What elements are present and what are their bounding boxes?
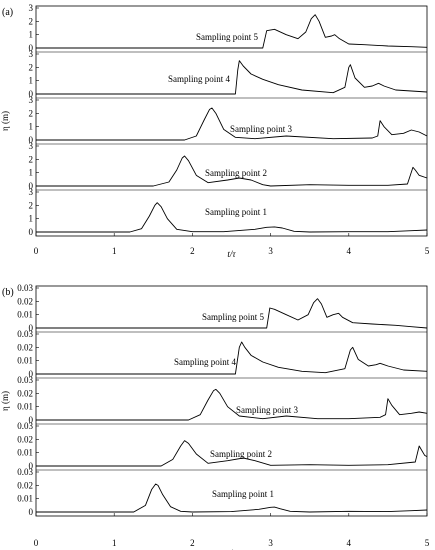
x-tick-label: 4 [347, 246, 352, 256]
y-axis-title: η (m) [0, 111, 10, 131]
y-tick-label: 1 [29, 122, 34, 132]
x-tick-label: 5 [425, 246, 430, 256]
y-tick-label: 1 [29, 214, 34, 224]
y-tick-label: 2 [29, 108, 34, 118]
y-tick-label: 0 [29, 227, 34, 237]
y-tick-label: 0 [29, 181, 34, 191]
y-tick-label: 0 [29, 369, 34, 379]
panel-label: (a) [2, 7, 13, 18]
series-label: Sampling point 5 [196, 32, 259, 42]
series-label: Sampling point 4 [168, 74, 231, 84]
panel-label: (b) [2, 287, 14, 298]
y-tick-label: 0.01 [17, 310, 33, 320]
series-label: Sampling point 3 [236, 405, 299, 415]
series-label: Sampling point 2 [210, 449, 272, 459]
y-tick-label: 3 [29, 49, 34, 59]
x-tick-label: 3 [268, 246, 273, 256]
series-label: Sampling point 1 [205, 207, 267, 217]
y-tick-label: 0.02 [17, 388, 33, 398]
x-tick-label: 2 [190, 538, 195, 548]
series-line [36, 341, 428, 375]
y-tick-label: 0.02 [17, 342, 33, 352]
series-line [36, 60, 428, 95]
y-tick-label: 0.01 [17, 402, 33, 412]
y-tick-label: 3 [29, 95, 34, 105]
y-tick-label: 0.02 [17, 434, 33, 444]
series-line [36, 202, 428, 233]
x-tick-label: 5 [425, 538, 430, 548]
y-tick-label: 0 [29, 461, 34, 471]
y-tick-label: 1 [29, 76, 34, 86]
y-tick-label: 1 [29, 168, 34, 178]
y-tick-label: 2 [29, 200, 34, 210]
y-tick-label: 3 [29, 141, 34, 151]
y-tick-label: 0.02 [17, 296, 33, 306]
y-tick-label: 0 [29, 415, 34, 425]
y-tick-label: 0 [29, 507, 34, 517]
y-tick-label: 2 [29, 16, 34, 26]
x-tick-label: 3 [268, 538, 273, 548]
y-tick-label: 0 [29, 135, 34, 145]
x-tick-label: 0 [34, 246, 39, 256]
y-tick-label: 2 [29, 154, 34, 164]
series-line [36, 107, 428, 141]
x-tick-label: 4 [347, 538, 352, 548]
series-label: Sampling point 5 [202, 312, 265, 322]
y-tick-label: 0.03 [17, 467, 33, 477]
y-tick-label: 2 [29, 62, 34, 72]
y-tick-label: 0 [29, 43, 34, 53]
y-tick-label: 1 [29, 30, 34, 40]
y-tick-label: 0.01 [17, 448, 33, 458]
panel-frame [35, 5, 428, 237]
series-line [36, 440, 428, 467]
y-tick-label: 0.03 [17, 421, 33, 431]
y-tick-label: 0.02 [17, 480, 33, 490]
y-tick-label: 0.03 [17, 375, 33, 385]
x-tick-label: 0 [34, 538, 39, 548]
y-tick-label: 0 [29, 89, 34, 99]
x-tick-label: 2 [190, 246, 195, 256]
series-label: Sampling point 1 [212, 489, 274, 499]
x-axis-title: t/τ [227, 249, 236, 259]
y-tick-label: 3 [29, 187, 34, 197]
y-tick-label: 0.01 [17, 494, 33, 504]
y-tick-label: 0.03 [17, 283, 33, 293]
x-tick-label: 1 [112, 538, 117, 548]
series-line [36, 298, 428, 329]
y-tick-label: 0.03 [17, 329, 33, 339]
x-tick-label: 1 [112, 246, 117, 256]
y-tick-label: 0.01 [17, 356, 33, 366]
series-line [36, 14, 428, 49]
y-tick-label: 3 [29, 3, 34, 13]
series-label: Sampling point 4 [174, 357, 237, 367]
series-line [36, 483, 428, 513]
x-axis-title: t/τ [227, 548, 236, 550]
series-label: Sampling point 2 [205, 168, 267, 178]
y-axis-title: η (m) [0, 391, 10, 411]
series-line [36, 388, 428, 421]
series-line [36, 155, 428, 187]
series-label: Sampling point 3 [230, 124, 293, 134]
panel-frame [35, 285, 428, 517]
y-tick-label: 0 [29, 323, 34, 333]
